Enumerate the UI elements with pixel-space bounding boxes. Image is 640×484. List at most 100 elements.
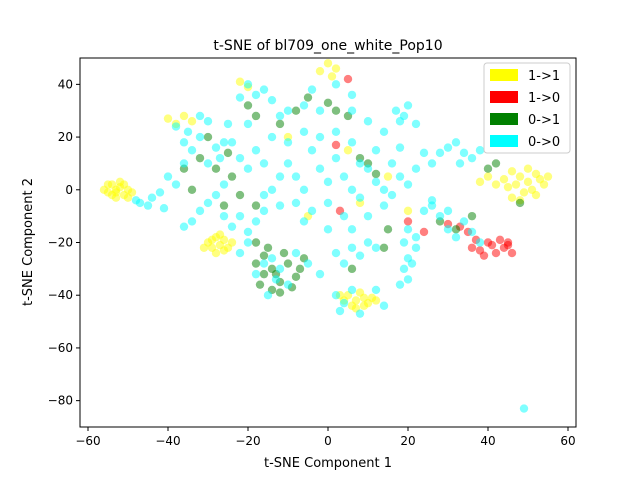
data-point-0-0 (251, 146, 261, 155)
data-point-1-1 (359, 301, 369, 310)
data-point-0-0 (347, 243, 357, 252)
data-point-1-1 (227, 238, 237, 247)
data-point-1-1 (523, 177, 533, 187)
data-point-0-1 (251, 259, 261, 268)
data-point-0-0 (355, 309, 365, 318)
data-point-0-1 (467, 211, 477, 221)
data-point-0-0 (275, 201, 285, 210)
data-point-0-0 (195, 132, 205, 142)
data-point-0-1 (323, 98, 333, 108)
data-point-0-0 (371, 243, 381, 252)
data-point-0-0 (455, 159, 465, 168)
data-point-0-1 (255, 280, 265, 289)
data-point-0-0 (283, 159, 293, 168)
data-point-0-0 (291, 248, 301, 258)
y-axis-ticks: −80 −60 −40 −20 0 20 40 (48, 77, 80, 408)
data-point-0-0 (339, 172, 349, 181)
data-point-0-1 (279, 248, 289, 258)
data-point-0-0 (259, 190, 269, 200)
data-point-0-0 (263, 291, 273, 300)
data-point-0-0 (211, 190, 221, 200)
data-point-0-0 (411, 164, 421, 173)
data-point-0-0 (195, 111, 205, 121)
x-axis-label: t-SNE Component 1 (264, 456, 392, 471)
data-point-0-0 (243, 227, 253, 237)
data-point-1-1 (531, 190, 541, 200)
data-point-0-0 (243, 164, 253, 173)
data-point-0-0 (259, 85, 269, 94)
data-point-0-0 (299, 101, 309, 110)
data-point-0-0 (323, 177, 333, 187)
data-point-0-0 (475, 238, 485, 247)
data-point-0-0 (203, 159, 213, 168)
legend-swatch-1-0 (490, 91, 518, 103)
legend-box (483, 62, 571, 154)
y-tick-label: −60 (48, 341, 73, 355)
data-point-0-0 (395, 117, 405, 126)
data-point-1-1 (507, 167, 517, 176)
data-point-1-1 (187, 117, 197, 126)
data-point-0-0 (187, 146, 197, 155)
data-point-0-0 (451, 138, 461, 147)
data-point-0-0 (219, 138, 229, 147)
data-point-0-0 (267, 132, 277, 142)
data-point-0-0 (299, 127, 309, 136)
y-axis-label: t-SNE Component 2 (21, 178, 36, 306)
data-point-1-0 (403, 217, 413, 226)
data-point-1-1 (355, 288, 365, 297)
data-point-0-1 (303, 93, 313, 102)
data-point-0-0 (475, 146, 485, 155)
data-point-0-0 (331, 80, 341, 89)
data-point-0-0 (235, 93, 245, 102)
data-point-0-0 (315, 106, 325, 115)
data-point-0-1 (211, 164, 221, 173)
plot-points (99, 59, 553, 413)
data-point-1-1 (383, 172, 393, 181)
data-point-0-0 (371, 285, 381, 295)
data-point-1-1 (515, 172, 525, 181)
x-tick-label: 60 (560, 434, 575, 448)
data-point-0-0 (171, 122, 181, 131)
data-point-1-1 (503, 182, 513, 192)
data-point-0-0 (403, 225, 413, 234)
data-point-0-0 (403, 180, 413, 189)
x-axis-ticks: −60 −40 −20 0 20 40 60 (75, 427, 576, 448)
data-point-0-0 (291, 198, 301, 208)
data-point-0-0 (323, 198, 333, 208)
data-point-1-1 (539, 180, 549, 189)
data-point-0-0 (267, 254, 277, 263)
data-point-0-1 (483, 164, 493, 173)
x-tick-label: −20 (235, 434, 260, 448)
data-point-0-0 (419, 206, 429, 216)
data-point-0-0 (371, 146, 381, 155)
data-point-1-1 (491, 180, 501, 189)
data-point-1-1 (219, 246, 229, 255)
data-point-0-0 (467, 227, 477, 237)
data-point-0-1 (243, 101, 253, 110)
y-tick-label: 0 (65, 183, 73, 197)
data-point-1-1 (343, 146, 353, 155)
data-point-0-0 (203, 117, 213, 126)
data-point-0-0 (195, 206, 205, 216)
data-point-0-0 (183, 127, 193, 136)
data-point-0-1 (491, 159, 501, 168)
x-tick-label: 20 (400, 434, 415, 448)
data-point-0-0 (347, 225, 357, 234)
legend-label-1-0: 1->0 (528, 91, 560, 106)
data-point-0-0 (259, 159, 269, 168)
data-point-1-1 (523, 164, 533, 173)
legend-label-0-0: 0->0 (528, 135, 560, 150)
data-point-1-1 (315, 66, 325, 76)
data-point-1-1 (331, 64, 341, 73)
x-tick-label: 0 (324, 434, 332, 448)
x-tick-label: −60 (75, 434, 100, 448)
data-point-0-0 (235, 248, 245, 258)
data-point-0-0 (387, 190, 397, 200)
data-point-0-0 (443, 206, 453, 216)
legend-swatch-0-0 (490, 135, 518, 147)
data-point-0-1 (275, 288, 285, 297)
data-point-1-1 (235, 77, 245, 86)
data-point-0-0 (299, 185, 309, 194)
data-point-0-0 (211, 143, 221, 152)
